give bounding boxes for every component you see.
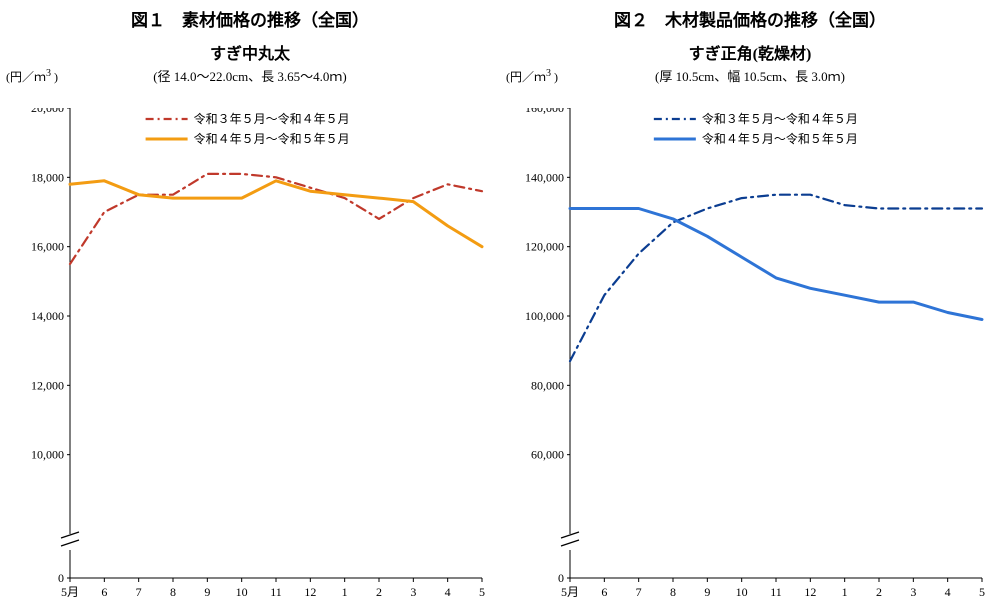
x-tick-label: 7 [136,585,142,599]
x-tick-label: 11 [770,585,782,599]
fig1-spec: (径 14.0～22.0cm、長 3.65～4.0ｍ) [0,66,500,86]
x-tick-label: 2 [376,585,382,599]
x-tick-label: 9 [704,585,710,599]
fig2-title-text: 図２ 木材製品価格の推移（全国） [614,11,886,30]
fig2-y-unit: (円／ｍ3 ) [506,68,558,85]
fig1-plot: 0 10,000 12,000 14,000 16,000 18,000 20,000 5月 6… [0,108,500,604]
x-tick-label: 7 [636,585,642,599]
fig2-subtitle-text: すぎ正角(乾燥材) [689,46,812,63]
y-tick-label: 140,000 [525,170,564,184]
y-tick-label: 80,000 [531,378,564,392]
x-tick-label: 2 [876,585,882,599]
fig1-title-text: 図１ 素材価格の推移（全国） [131,11,369,30]
fig1-spec-text: (径 14.0～22.0cm、長 3.65～4.0ｍ) [153,69,347,84]
legend-label: 令和４年５月～令和５年５月 [194,131,350,146]
y-tick-label: 20,000 [31,108,64,115]
x-tick-label: 1 [342,585,348,599]
fig1-y-unit-b: ) [51,70,58,84]
y-tick-label: 12,000 [31,378,64,392]
legend-label: 令和３年５月～令和４年５月 [194,111,350,126]
x-tick-label: 5月 [61,585,79,599]
y-tick-label: 120,000 [525,240,564,254]
legend-label: 令和３年５月～令和４年５月 [702,111,858,126]
chart-right: 図２ 木材製品価格の推移（全国） すぎ正角(乾燥材) (厚 10.5cm、幅 1… [500,0,1000,604]
fig2-y-unit-b: ) [551,70,558,84]
x-tick-label: 8 [170,585,176,599]
legend-label: 令和４年５月～令和５年５月 [702,131,858,146]
y-tick-label: 0 [558,571,564,585]
fig2-y-unit-a: (円／ｍ [506,70,546,84]
fig1-y-unit: (円／ｍ3 ) [6,68,58,85]
x-tick-label: 3 [910,585,916,599]
fig2-spec-text: (厚 10.5cm、幅 10.5cm、長 3.0ｍ) [655,69,845,84]
x-tick-label: 12 [304,585,316,599]
fig1-y-unit-a: (円／ｍ [6,70,46,84]
fig2-subtitle: すぎ正角(乾燥材) [500,40,1000,64]
series-line [70,181,482,247]
y-tick-label: 60,000 [531,448,564,462]
fig2-spec: (厚 10.5cm、幅 10.5cm、長 3.0ｍ) [500,66,1000,86]
fig1-subtitle: すぎ中丸太 [0,40,500,64]
x-tick-label: 8 [670,585,676,599]
chart-left: 図１ 素材価格の推移（全国） すぎ中丸太 (径 14.0～22.0cm、長 3.… [0,0,500,604]
y-tick-label: 14,000 [31,309,64,323]
x-tick-label: 12 [804,585,816,599]
y-tick-label: 16,000 [31,240,64,254]
y-tick-label: 0 [58,571,64,585]
x-tick-label: 1 [842,585,848,599]
x-tick-label: 3 [410,585,416,599]
series-line [70,174,482,264]
x-tick-label: 4 [445,585,451,599]
x-tick-label: 9 [204,585,210,599]
x-tick-label: 6 [601,585,607,599]
fig1-subtitle-text: すぎ中丸太 [210,46,290,63]
y-tick-label: 18,000 [31,170,64,184]
y-tick-label: 100,000 [525,309,564,323]
fig1-title: 図１ 素材価格の推移（全国） [0,6,500,31]
x-tick-label: 5月 [561,585,579,599]
x-tick-label: 11 [270,585,282,599]
x-tick-label: 6 [101,585,107,599]
fig2-plot: 0 60,000 80,000 100,000 120,000 140,000 160,00… [500,108,1000,604]
x-tick-label: 5 [479,585,485,599]
x-tick-label: 10 [736,585,748,599]
x-tick-label: 10 [236,585,248,599]
x-tick-label: 4 [945,585,951,599]
y-tick-label: 160,000 [525,108,564,115]
x-tick-label: 5 [979,585,985,599]
charts-row: 図１ 素材価格の推移（全国） すぎ中丸太 (径 14.0～22.0cm、長 3.… [0,0,1000,604]
series-line [570,209,982,320]
y-tick-label: 10,000 [31,448,64,462]
fig2-title: 図２ 木材製品価格の推移（全国） [500,6,1000,31]
